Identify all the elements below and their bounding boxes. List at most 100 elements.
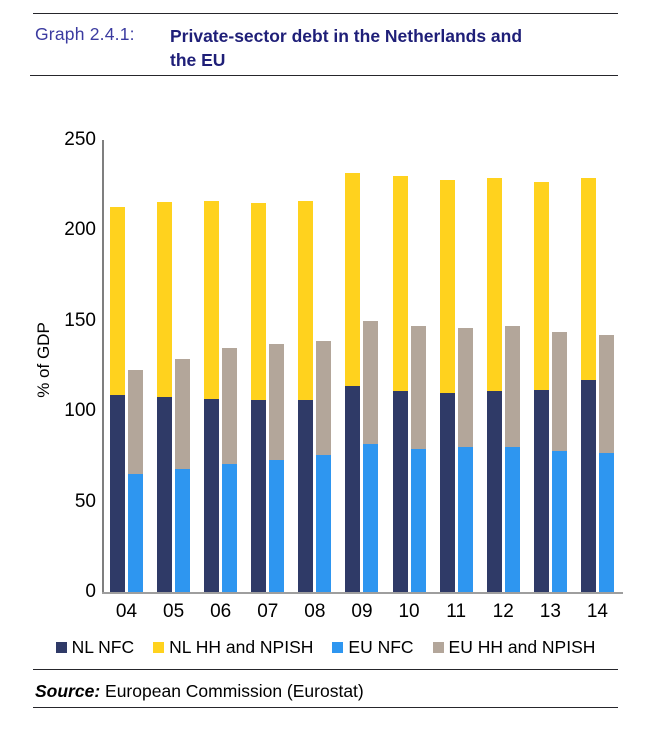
bar-segment-nl-nfc	[345, 385, 361, 592]
bar-group-05: 05	[157, 140, 191, 622]
divider	[33, 13, 618, 14]
graph-title-line-1: Private-sector debt in the Netherlands a…	[170, 26, 523, 46]
x-axis-tick-label: 06	[210, 601, 232, 622]
x-axis-tick-label: 05	[163, 601, 185, 622]
bar-segment-nl-nfc	[580, 380, 596, 592]
bar-segment-eu-nfc	[175, 469, 191, 592]
graph-title-line-2: the EU	[170, 50, 226, 70]
legend-label: NL HH and NPISH	[169, 637, 314, 657]
bar-stack-nl-07	[251, 203, 267, 592]
graph-number-label: Graph 2.4.1:	[35, 24, 135, 44]
bar-segment-eu-hh-and-npish	[175, 358, 191, 470]
bar-group-11: 11	[439, 140, 473, 622]
bar-segment-nl-nfc	[392, 391, 408, 592]
x-axis-line	[102, 592, 623, 594]
legend-label: NL NFC	[71, 637, 135, 657]
divider	[30, 75, 618, 76]
legend-swatch-icon	[153, 642, 165, 653]
y-axis-tick-label: 50	[74, 490, 96, 512]
bar-group-07: 07	[251, 140, 285, 622]
bar-group-13: 13	[533, 140, 567, 622]
divider	[33, 707, 618, 708]
bar-stack-nl-12	[486, 177, 502, 592]
source-label: Source:	[35, 681, 101, 701]
bar-stack-eu-05	[175, 358, 191, 592]
x-axis-tick-label: 10	[398, 601, 420, 622]
bar-segment-eu-hh-and-npish	[269, 344, 285, 461]
legend-label: EU HH and NPISH	[448, 637, 596, 657]
bar-group-04: 04	[110, 140, 143, 622]
bar-group-09: 09	[345, 140, 379, 622]
bar-segment-nl-hh-and-npish	[486, 177, 502, 392]
y-axis-tick-label: 150	[64, 309, 96, 331]
x-axis-tick-label: 11	[446, 601, 467, 622]
bar-segment-eu-nfc	[551, 450, 567, 592]
bar-segment-nl-hh-and-npish	[204, 201, 220, 399]
bar-segment-eu-nfc	[316, 454, 332, 592]
bar-segment-eu-nfc	[504, 447, 520, 592]
bar-segment-nl-nfc	[110, 394, 125, 592]
legend-item: NL NFC	[55, 637, 135, 658]
bar-segment-eu-nfc	[457, 447, 473, 592]
graph-title: Private-sector debt in the Netherlands a…	[170, 24, 620, 72]
bar-segment-nl-nfc	[533, 389, 549, 592]
bar-segment-eu-hh-and-npish	[222, 347, 238, 464]
divider	[33, 669, 618, 670]
source-note: Source: European Commission (Eurostat)	[35, 681, 364, 702]
y-axis-title: % of GDP	[34, 322, 53, 398]
bar-segment-eu-hh-and-npish	[504, 326, 520, 448]
bar-stack-eu-13	[551, 331, 567, 592]
bar-stack-nl-04	[110, 206, 125, 592]
bar-group-12: 12	[486, 140, 520, 622]
bar-segment-nl-nfc	[298, 400, 314, 592]
x-axis-tick-label: 13	[539, 601, 561, 622]
x-axis-tick-label: 07	[257, 601, 279, 622]
bar-stack-eu-10	[410, 326, 426, 592]
y-axis-tick-label: 100	[64, 400, 96, 422]
y-axis-tick-label: 200	[64, 219, 96, 241]
bar-segment-eu-nfc	[363, 443, 379, 592]
bar-segment-eu-nfc	[128, 474, 143, 592]
legend-item: NL HH and NPISH	[153, 637, 313, 658]
bar-stack-eu-14	[598, 335, 614, 592]
bar-group-10: 10	[392, 140, 426, 622]
x-axis-tick-label: 04	[115, 601, 138, 622]
bar-stack-eu-06	[222, 347, 238, 592]
bar-segment-nl-hh-and-npish	[345, 172, 361, 386]
bar-segment-nl-hh-and-npish	[251, 203, 267, 401]
bar-stack-nl-06	[204, 201, 220, 592]
source-text: European Commission (Eurostat)	[105, 681, 364, 701]
bar-segment-eu-hh-and-npish	[457, 328, 473, 448]
legend-swatch-icon	[332, 642, 344, 653]
bar-segment-nl-hh-and-npish	[533, 181, 549, 390]
legend-item: EU HH and NPISH	[432, 637, 596, 658]
bar-segment-eu-hh-and-npish	[551, 331, 567, 451]
legend-label: EU NFC	[348, 637, 414, 657]
x-axis-tick-label: 09	[351, 601, 373, 622]
bar-stack-eu-07	[269, 344, 285, 592]
bar-segment-eu-hh-and-npish	[410, 326, 426, 450]
bar-segment-nl-nfc	[204, 398, 220, 592]
bar-group-06: 06	[204, 140, 238, 622]
bar-segment-eu-hh-and-npish	[128, 369, 143, 475]
bar-stack-eu-04	[128, 369, 143, 592]
bar-segment-nl-hh-and-npish	[110, 206, 125, 395]
bar-segment-nl-nfc	[251, 400, 267, 592]
bar-segment-nl-nfc	[486, 391, 502, 592]
bar-group-08: 08	[298, 140, 332, 622]
bar-segment-eu-nfc	[410, 449, 426, 592]
legend-item: EU NFC	[332, 637, 414, 658]
bar-segment-nl-hh-and-npish	[580, 177, 596, 381]
bar-segment-eu-nfc	[269, 460, 285, 592]
bar-stack-eu-11	[457, 328, 473, 592]
y-axis-line	[102, 140, 104, 594]
bar-stack-nl-08	[298, 201, 314, 592]
bar-segment-eu-nfc	[598, 452, 614, 592]
bar-segment-nl-nfc	[439, 393, 455, 592]
bar-segment-eu-hh-and-npish	[316, 340, 332, 455]
plot-area: 04 05 06 07 08 09 10 11 12 13 14	[104, 140, 620, 622]
bar-segment-eu-hh-and-npish	[363, 320, 379, 444]
bar-segment-nl-hh-and-npish	[157, 201, 173, 397]
bar-segment-nl-nfc	[157, 396, 173, 592]
bar-stack-eu-09	[363, 320, 379, 592]
